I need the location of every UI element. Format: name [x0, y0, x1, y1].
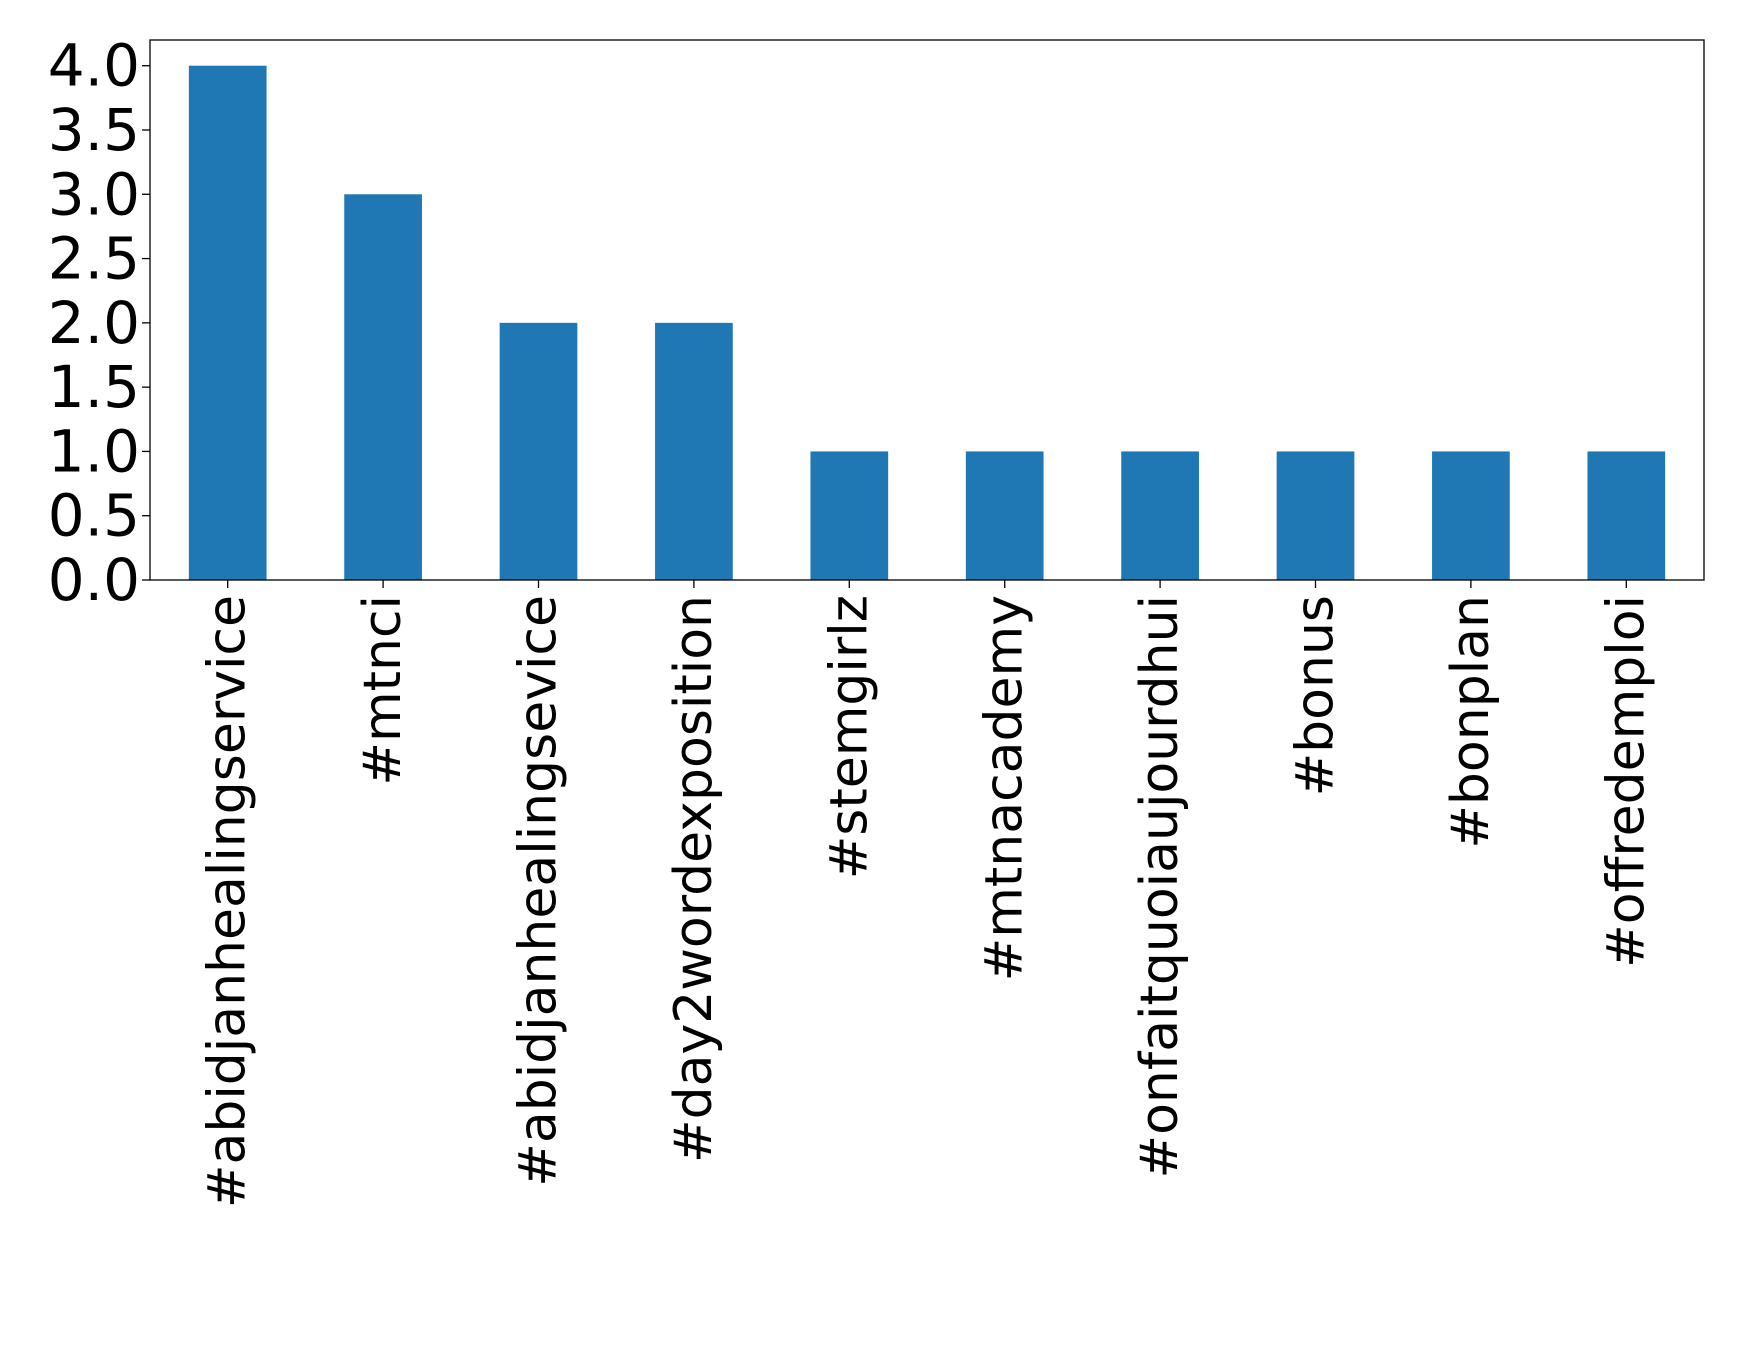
y-tick-label: 0.5: [48, 482, 140, 550]
y-tick-label: 4.0: [48, 32, 140, 100]
plot-frame: [149, 39, 1705, 581]
bar: [810, 451, 889, 580]
bar: [344, 194, 422, 581]
bar: [499, 322, 578, 580]
bar: [655, 322, 733, 580]
bar: [1121, 451, 1199, 580]
x-tick-label: #bonus: [1286, 595, 1346, 796]
y-tick-label: 0.0: [48, 546, 140, 614]
bar: [1432, 451, 1510, 580]
x-tick-label: #mtnacademy: [975, 595, 1035, 981]
y-tick-label: 3.0: [48, 160, 140, 228]
x-tick-label: #onfaitquoiaujourdhui: [1130, 595, 1190, 1178]
x-tick-label: #day2wordexposition: [664, 595, 724, 1163]
bar: [965, 451, 1044, 580]
y-tick-label: 1.0: [48, 417, 140, 485]
bars-layer: [188, 65, 1666, 581]
x-tick-label: #offredemploi: [1596, 595, 1656, 968]
bar: [1276, 451, 1355, 580]
y-axis: 0.00.51.01.52.02.53.03.54.0: [48, 32, 150, 614]
x-tick-label: #mtnci: [353, 595, 413, 786]
y-tick-label: 1.5: [48, 353, 140, 421]
x-tick-label: #stemgirlz: [819, 595, 879, 879]
bar: [1587, 451, 1666, 580]
y-tick-label: 3.5: [48, 96, 140, 164]
x-tick-label: #abidjanhealingsevice: [509, 595, 569, 1187]
y-tick-label: 2.0: [48, 289, 140, 357]
y-tick-label: 2.5: [48, 225, 140, 293]
x-axis: #abidjanhealingservice #mtnci #abidjanheal…: [198, 580, 1656, 1208]
x-tick-label: #bonplan: [1441, 595, 1501, 849]
x-tick-label: #abidjanhealingservice: [198, 595, 258, 1208]
bar: [188, 65, 267, 580]
